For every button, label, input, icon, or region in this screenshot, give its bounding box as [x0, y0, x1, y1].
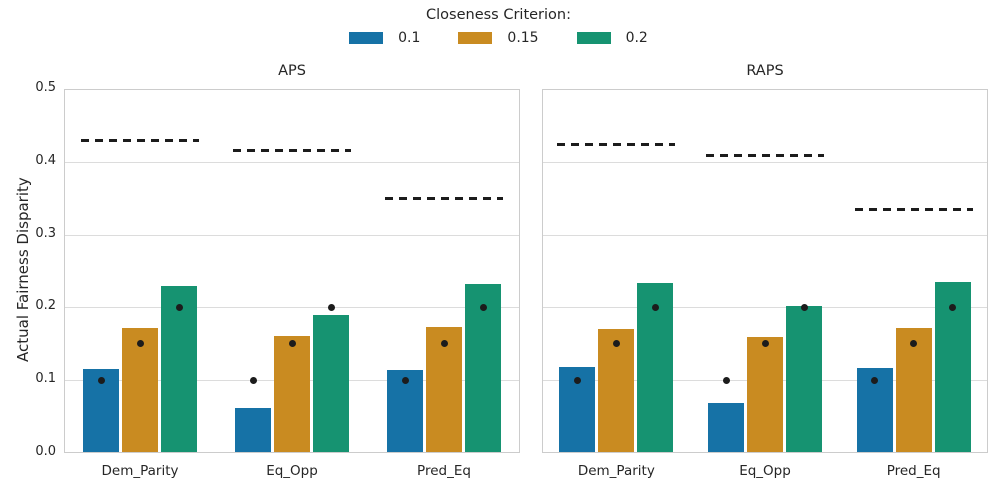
- raps-eq-opp-bar-0-2: [786, 305, 822, 452]
- legend-items: 0.1 0.15 0.2: [349, 30, 648, 46]
- y-tick-label: 0.4: [35, 152, 56, 168]
- target-dot: [136, 340, 144, 348]
- target-dot: [573, 376, 581, 384]
- target-dashed-line: [706, 154, 824, 158]
- raps-dem-parity-bar-0-15: [598, 329, 635, 452]
- target-dot: [910, 340, 918, 348]
- x-tick-label: Dem_Parity: [101, 463, 179, 479]
- target-dashed-line: [385, 197, 503, 201]
- raps-eq-opp-bar-0-15: [747, 337, 783, 452]
- legend-item: 0.2: [576, 30, 648, 46]
- aps-pred-eq-bar-0-2: [465, 284, 501, 452]
- panel-title-raps: RAPS: [746, 63, 784, 79]
- target-dot: [949, 303, 957, 311]
- x-tick-label: Pred_Eq: [417, 463, 471, 479]
- target-dashed-line: [854, 207, 973, 211]
- target-dot: [175, 303, 183, 311]
- y-tick-label: 0.5: [35, 80, 56, 95]
- target-dot: [479, 303, 487, 311]
- raps-dem-parity-bar-0-2: [637, 283, 674, 452]
- target-dot: [97, 376, 105, 384]
- y-tick-label: 0.3: [35, 225, 56, 241]
- aps-dem-parity-bar-0-2: [161, 286, 197, 452]
- y-tick-label: 0.0: [35, 444, 56, 459]
- x-tick-label: Pred_Eq: [886, 463, 941, 479]
- gridline: [65, 307, 519, 309]
- target-dot: [288, 340, 296, 348]
- target-dashed-line: [557, 142, 676, 146]
- legend-item-label: 0.15: [507, 30, 539, 46]
- target-dot: [401, 376, 409, 384]
- aps-pred-eq-bar-0-15: [426, 327, 462, 452]
- legend-item: 0.15: [458, 30, 539, 46]
- legend: Closeness Criterion: 0.1 0.15 0.2: [0, 7, 997, 46]
- y-tick-label: 0.2: [35, 298, 56, 314]
- aps-eq-opp-bar-0-15: [274, 335, 310, 452]
- x-tick-label: Eq_Opp: [739, 463, 791, 479]
- aps-eq-opp-bar-0-1: [235, 407, 271, 452]
- target-dot: [327, 303, 335, 311]
- target-dashed-line: [81, 139, 199, 143]
- legend-item-label: 0.1: [398, 30, 421, 46]
- x-tick-label: Eq_Opp: [266, 463, 318, 479]
- aps-dem-parity-bar-0-15: [122, 327, 158, 452]
- raps-pred-eq-bar-0-15: [895, 327, 932, 452]
- target-dot: [249, 376, 257, 384]
- aps-eq-opp-bar-0-2: [313, 315, 349, 452]
- panel-title-aps: APS: [278, 63, 306, 79]
- legend-title: Closeness Criterion:: [426, 7, 571, 23]
- target-dot: [761, 340, 769, 348]
- target-dashed-line: [233, 149, 351, 153]
- gridline: [543, 307, 987, 309]
- raps-eq-opp-bar-0-1: [708, 402, 744, 452]
- target-dot: [612, 340, 620, 348]
- x-tick-label: Dem_Parity: [577, 463, 655, 479]
- legend-swatch-icon: [576, 32, 611, 44]
- gridline: [65, 234, 519, 236]
- target-dot: [440, 340, 448, 348]
- legend-item: 0.1: [349, 30, 420, 46]
- target-dot: [871, 376, 879, 384]
- legend-swatch-icon: [349, 32, 384, 44]
- gridline: [543, 161, 987, 163]
- legend-item-label: 0.2: [625, 30, 648, 46]
- target-dot: [800, 303, 808, 311]
- y-tick-label: 0.1: [35, 371, 56, 387]
- legend-swatch-icon: [458, 32, 493, 44]
- gridline: [65, 161, 519, 163]
- gridline: [543, 234, 987, 236]
- y-axis-label: Actual Fairness Disparity: [14, 177, 32, 362]
- target-dot: [651, 303, 659, 311]
- target-dot: [722, 376, 730, 384]
